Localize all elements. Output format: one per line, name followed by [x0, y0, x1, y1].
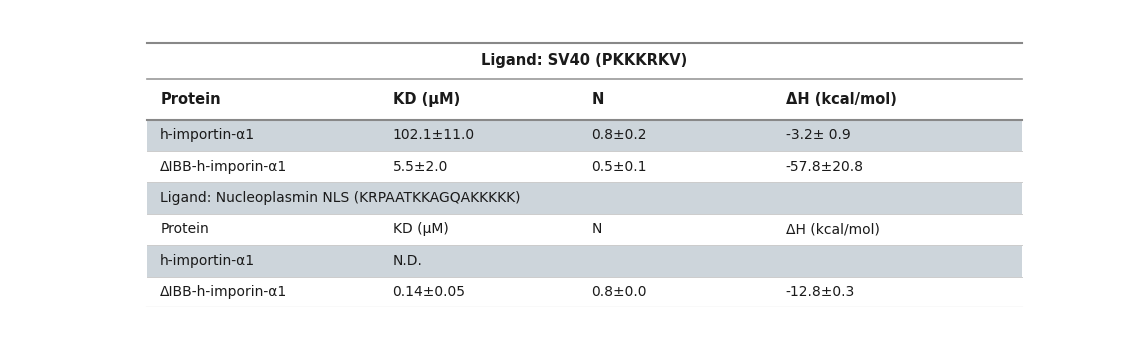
- Text: Ligand: SV40 (PKKKRKV): Ligand: SV40 (PKKKRKV): [481, 53, 687, 68]
- Text: Ligand: Nucleoplasmin NLS (KRPAATKKAGQAKKKKK): Ligand: Nucleoplasmin NLS (KRPAATKKAGQAK…: [160, 191, 521, 205]
- Bar: [147, 276, 1021, 308]
- Text: ΔH (kcal/mol): ΔH (kcal/mol): [785, 223, 880, 236]
- Text: N: N: [592, 223, 602, 236]
- Text: Protein: Protein: [160, 223, 209, 236]
- Text: -57.8±20.8: -57.8±20.8: [785, 160, 864, 174]
- Bar: [147, 120, 1021, 151]
- Bar: [147, 79, 1021, 120]
- Text: h-importin-α1: h-importin-α1: [160, 254, 255, 268]
- Text: Protein: Protein: [160, 92, 221, 107]
- Text: KD (μM): KD (μM): [392, 92, 459, 107]
- Text: -3.2± 0.9: -3.2± 0.9: [785, 128, 850, 142]
- Text: 5.5±2.0: 5.5±2.0: [392, 160, 448, 174]
- Text: 0.14±0.05: 0.14±0.05: [392, 285, 465, 299]
- Bar: [147, 214, 1021, 245]
- Bar: [147, 151, 1021, 183]
- Bar: [147, 245, 1021, 276]
- Text: h-importin-α1: h-importin-α1: [160, 128, 255, 142]
- Text: N: N: [592, 92, 604, 107]
- Text: ΔIBB-h-imporin-α1: ΔIBB-h-imporin-α1: [160, 160, 287, 174]
- Text: -12.8±0.3: -12.8±0.3: [785, 285, 855, 299]
- Bar: [147, 43, 1021, 79]
- Text: 0.5±0.1: 0.5±0.1: [592, 160, 646, 174]
- Text: N.D.: N.D.: [392, 254, 423, 268]
- Text: 0.8±0.2: 0.8±0.2: [592, 128, 646, 142]
- Text: ΔIBB-h-imporin-α1: ΔIBB-h-imporin-α1: [160, 285, 287, 299]
- Text: KD (μM): KD (μM): [392, 223, 448, 236]
- Text: ΔH (kcal/mol): ΔH (kcal/mol): [785, 92, 896, 107]
- Text: 102.1±11.0: 102.1±11.0: [392, 128, 474, 142]
- Bar: [147, 183, 1021, 214]
- Text: 0.8±0.0: 0.8±0.0: [592, 285, 646, 299]
